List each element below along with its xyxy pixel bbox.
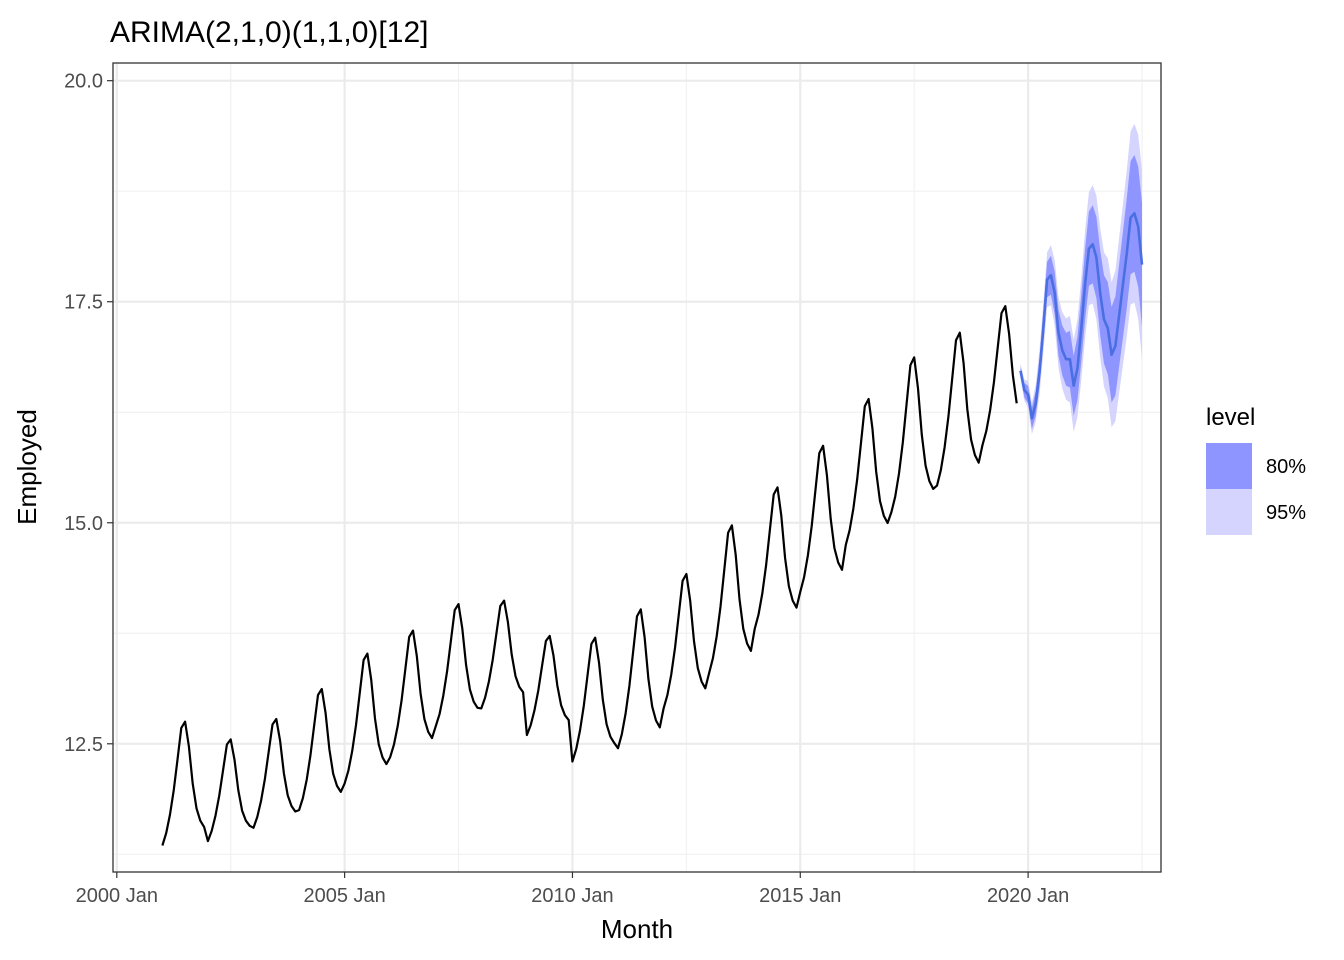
x-tick-label: 2010 Jan [531, 885, 613, 907]
legend-label-80: 80% [1266, 456, 1306, 478]
observed-series-line [161, 305, 1018, 846]
grid-major [113, 63, 1161, 872]
grid-minor [113, 63, 1161, 872]
x-tick-label: 2020 Jan [987, 885, 1069, 907]
plot-panel [113, 63, 1161, 872]
y-tick-label: 15.0 [64, 513, 103, 535]
band-80 [1020, 155, 1142, 429]
y-axis-title: Employed [12, 409, 42, 525]
x-tick-label: 2005 Jan [303, 885, 385, 907]
x-axis-title: Month [601, 914, 673, 944]
legend-key-95 [1206, 489, 1252, 535]
legend-key-80 [1206, 443, 1252, 489]
series-lines [161, 212, 1144, 846]
forecast-mean-line [1019, 212, 1144, 420]
x-tick-label: 2000 Jan [76, 885, 158, 907]
panel-border [112, 62, 1162, 873]
legend-title: level [1206, 404, 1255, 431]
legend: level 80% 95% [1206, 404, 1306, 535]
prediction-intervals [1020, 124, 1142, 435]
legend-label-95: 95% [1266, 502, 1306, 524]
x-axis: 2000 Jan 2005 Jan 2010 Jan 2015 Jan 2020 Jan [76, 872, 1069, 907]
y-tick-label: 20.0 [64, 71, 103, 93]
y-tick-label: 17.5 [64, 292, 103, 314]
x-tick-label: 2015 Jan [759, 885, 841, 907]
chart-title: ARIMA(2,1,0)(1,1,0)[12] [110, 16, 428, 49]
y-tick-label: 12.5 [64, 734, 103, 756]
y-axis: 12.5 15.0 17.5 20.0 [64, 71, 113, 756]
